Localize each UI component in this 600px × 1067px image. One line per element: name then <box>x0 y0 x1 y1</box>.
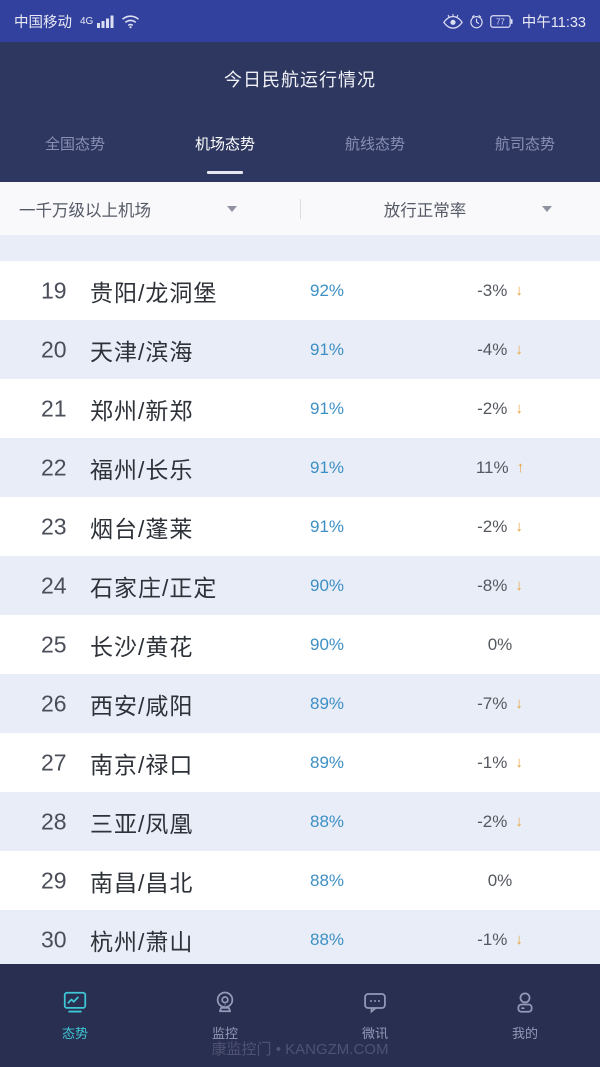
svg-text:77: 77 <box>496 17 505 26</box>
